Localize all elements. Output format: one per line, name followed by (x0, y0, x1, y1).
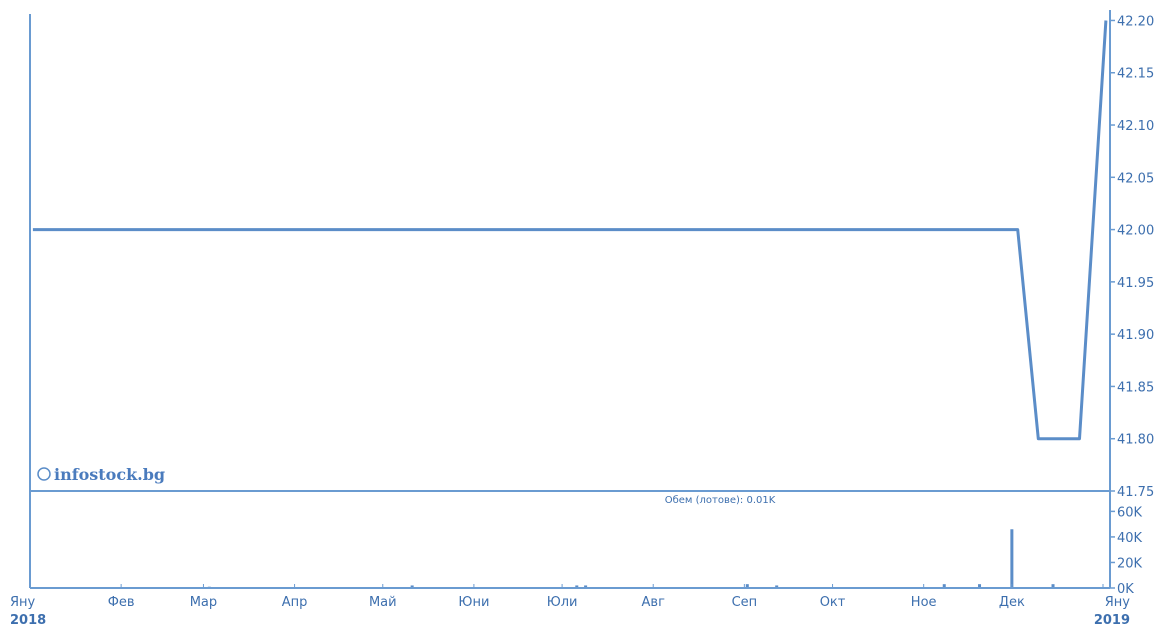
volume-bar (584, 585, 588, 588)
volume-axis: 60K 40K 20K 0K (1110, 505, 1143, 597)
x-tick-label: Яну (10, 595, 36, 610)
volume-bar (745, 584, 749, 588)
x-tick-label: Фев (108, 595, 135, 610)
x-tick-label: Окт (820, 595, 846, 610)
x-tick-label: Сеп (732, 595, 758, 610)
price-tick-label: 42.05 (1117, 171, 1154, 186)
price-tick-label: 42.00 (1117, 224, 1154, 239)
x-tick-label: Май (369, 595, 397, 610)
x-tick-label: Юли (547, 595, 578, 610)
x-tick-label: Апр (282, 595, 308, 610)
price-tick-label: 41.95 (1117, 276, 1154, 291)
watermark: infostock.bg (37, 465, 165, 484)
price-tick-label: 41.85 (1117, 380, 1154, 395)
price-line (32, 20, 1108, 441)
price-panel: 42.20 42.15 42.10 42.05 42.00 41.95 41.90 41.85… (32, 14, 1154, 500)
volume-bar (1051, 584, 1055, 588)
price-tick-label: 41.90 (1117, 328, 1154, 343)
x-axis: Яну 2018 Фев Мар Апр Май Юни Юли Авг Сеп Окт Ное Дек… (10, 584, 1130, 628)
chart-frame (29, 10, 1111, 589)
x-tick-year: 2019 (1094, 613, 1130, 628)
volume-bar (1010, 529, 1014, 588)
volume-title: Обем (лотове): 0.01K (665, 495, 776, 506)
volume-tick-label: 20K (1117, 556, 1143, 571)
price-tick-label: 41.75 (1117, 485, 1154, 500)
x-tick-label: Яну (1105, 595, 1131, 610)
volume-bars (207, 529, 1055, 588)
x-tick-label: Авг (642, 595, 666, 610)
price-tick-label: 42.15 (1117, 67, 1154, 82)
price-tick-label: 42.10 (1117, 119, 1154, 134)
volume-bar (978, 584, 982, 588)
x-tick-label: Ное (911, 595, 937, 610)
volume-tick-label: 0K (1117, 582, 1134, 597)
volume-tick-label: 40K (1117, 531, 1143, 546)
x-tick-label: Юни (458, 595, 489, 610)
x-tick-year: 2018 (10, 613, 46, 628)
volume-panel: Обем (лотове): 0.01K 60K 40K 20K 0K (207, 495, 1143, 597)
volume-bar (775, 585, 779, 588)
volume-tick-label: 60K (1117, 505, 1143, 520)
price-tick-label: 41.80 (1117, 433, 1154, 448)
price-tick-label: 42.20 (1117, 14, 1154, 29)
price-axis: 42.20 42.15 42.10 42.05 42.00 41.95 41.90 41.85… (1110, 14, 1154, 500)
volume-bar (410, 585, 414, 588)
volume-bar (942, 584, 946, 588)
x-tick-label: Дек (999, 595, 1025, 610)
volume-bar (575, 585, 579, 588)
x-tick-label: Мар (190, 595, 217, 610)
watermark-text: infostock.bg (54, 465, 165, 484)
